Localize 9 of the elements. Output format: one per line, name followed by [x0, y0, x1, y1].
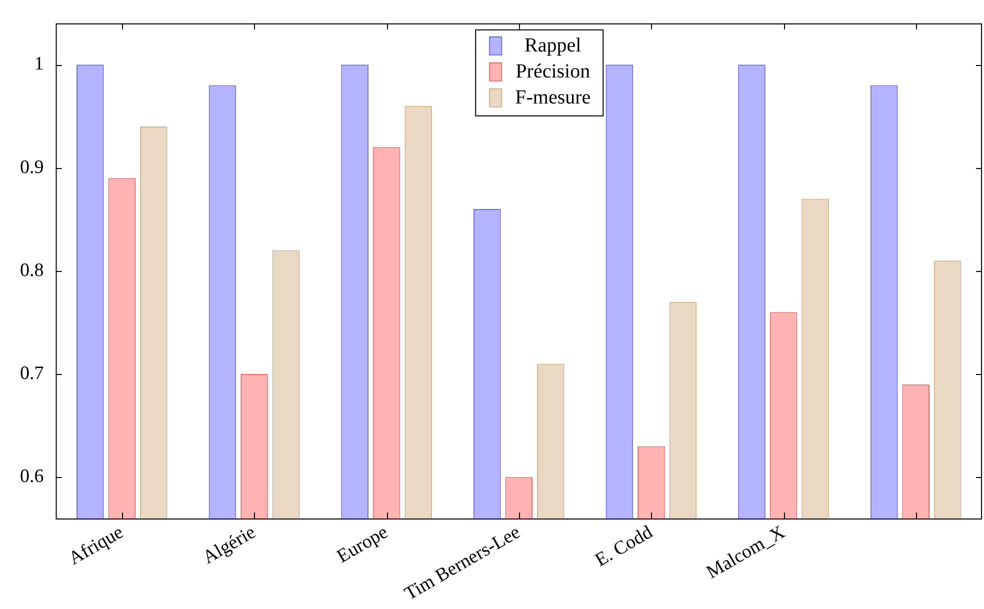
y-tick-label: 0.9 [20, 156, 44, 178]
y-tick-label: 0.8 [20, 260, 44, 281]
legend-label: Rappel [524, 34, 582, 57]
y-tick-label: 0.6 [20, 466, 44, 488]
legend-label: F-mesure [515, 86, 591, 109]
y-tick-label: 1 [34, 54, 44, 75]
x-tick-label: E. Codd [592, 522, 657, 572]
y-tick-label: 0.7 [20, 363, 44, 384]
legend-label: Précision [516, 60, 590, 83]
